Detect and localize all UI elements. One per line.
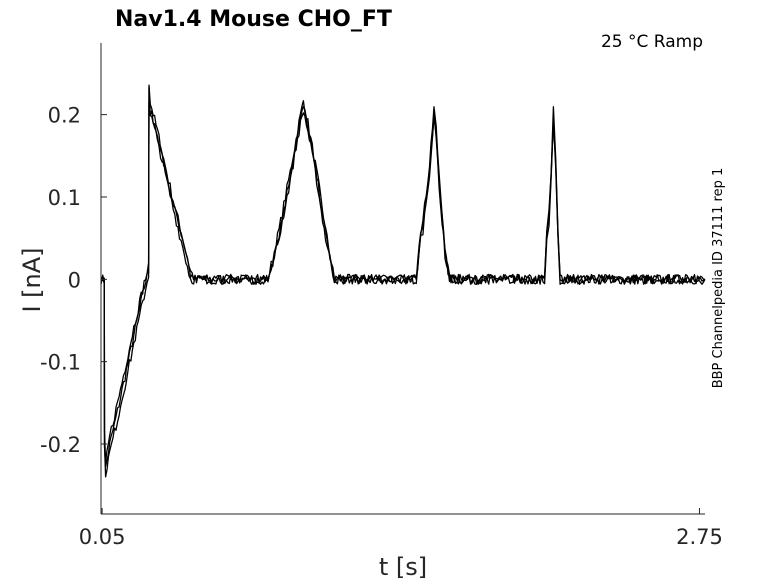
chart-title: Nav1.4 Mouse CHO_FT <box>115 7 392 32</box>
trace-group <box>100 84 706 478</box>
x-axis-label: t [s] <box>379 553 427 581</box>
current-trace-2 <box>100 86 706 463</box>
y-tick-label: 0 <box>68 268 81 292</box>
x-tick-label: 0.05 <box>79 525 126 549</box>
x-axis-ticks: 0.05 2.75 <box>79 508 723 549</box>
y-tick-label: 0.1 <box>48 186 81 210</box>
y-tick-label: -0.1 <box>40 351 81 375</box>
y-axis-label: I [nA] <box>18 247 46 312</box>
chart-subtitle: 25 °C Ramp <box>601 32 703 52</box>
current-trace-3 <box>100 100 706 478</box>
x-tick-label: 2.75 <box>676 525 723 549</box>
y-tick-label: -0.2 <box>40 433 81 457</box>
y-axis-ticks: 0.2 0.1 0 -0.1 -0.2 <box>40 104 107 457</box>
y-tick-label: 0.2 <box>48 104 81 128</box>
channelpedia-id-label: BBP Channelpedia ID 37111 rep 1 <box>711 168 726 389</box>
